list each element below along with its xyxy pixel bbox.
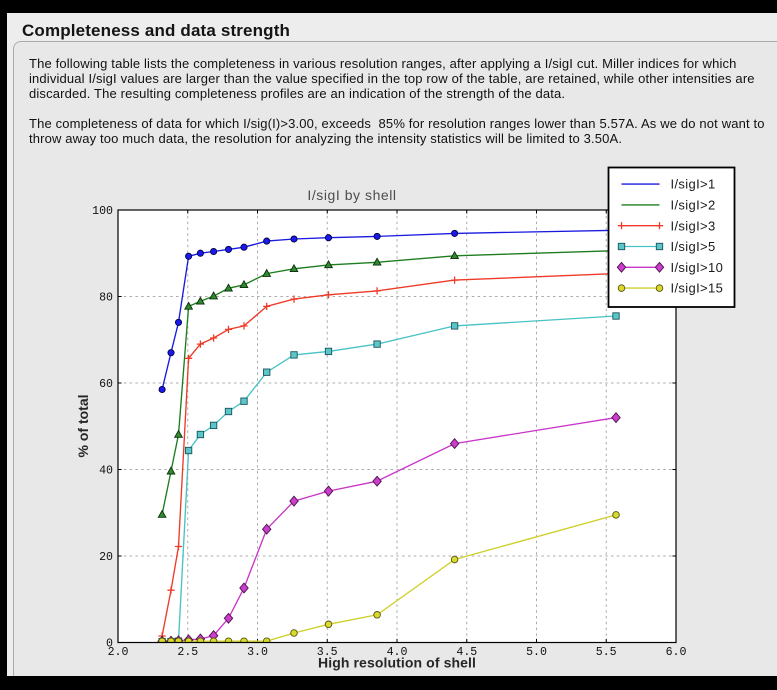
svg-text:5.5: 5.5 (596, 646, 617, 659)
svg-text:I/sigI by shell: I/sigI by shell (307, 187, 396, 203)
svg-text:80: 80 (99, 291, 113, 304)
svg-text:6.0: 6.0 (666, 646, 687, 659)
svg-text:60: 60 (99, 378, 113, 391)
svg-text:% of total: % of total (75, 395, 91, 458)
svg-text:I/sigI>10: I/sigI>10 (671, 260, 724, 275)
svg-text:3.5: 3.5 (317, 646, 338, 659)
svg-text:I/sigI>3: I/sigI>3 (671, 218, 716, 233)
svg-text:High resolution of shell: High resolution of shell (318, 655, 476, 671)
svg-text:3.0: 3.0 (247, 646, 268, 659)
svg-text:100: 100 (92, 205, 113, 218)
svg-text:40: 40 (99, 464, 113, 477)
svg-text:0: 0 (106, 637, 113, 650)
svg-text:2.0: 2.0 (108, 646, 129, 659)
svg-text:I/sigI>15: I/sigI>15 (671, 281, 724, 296)
svg-text:20: 20 (99, 551, 113, 564)
svg-text:I/sigI>1: I/sigI>1 (671, 177, 716, 192)
svg-text:4.0: 4.0 (387, 646, 408, 659)
svg-text:I/sigI>5: I/sigI>5 (671, 239, 716, 254)
svg-text:I/sigI>2: I/sigI>2 (671, 198, 716, 213)
svg-text:4.5: 4.5 (456, 646, 477, 659)
svg-text:2.5: 2.5 (177, 646, 198, 659)
svg-text:5.0: 5.0 (526, 646, 547, 659)
